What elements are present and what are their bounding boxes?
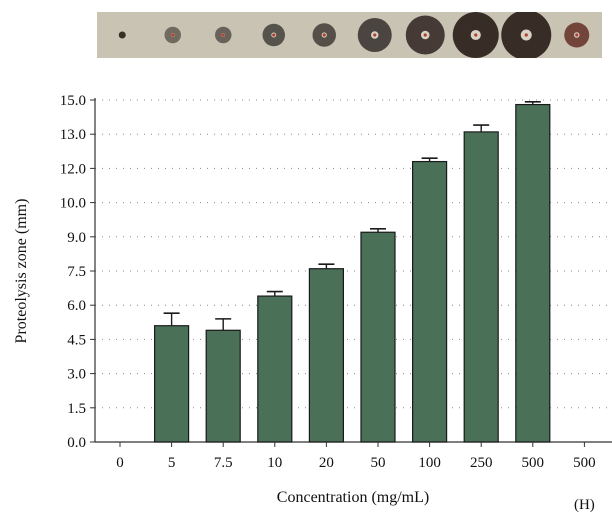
bar <box>154 325 190 443</box>
proteolysis-spot <box>312 23 336 47</box>
x-axis-title: Concentration (mg/mL) <box>277 489 429 506</box>
bar <box>257 295 293 443</box>
y-tick-label: 3.0 <box>67 367 86 383</box>
y-tick-label: 1.5 <box>67 401 86 417</box>
y-tick-label: 13.0 <box>60 127 86 143</box>
bar <box>463 131 499 443</box>
bar <box>205 329 241 443</box>
proteolysis-spot <box>452 12 499 58</box>
y-tick-label: 10.0 <box>60 196 86 212</box>
proteolysis-spot <box>405 15 445 55</box>
proteolysis-spot <box>501 12 552 58</box>
y-tick-label: 4.5 <box>67 332 86 348</box>
bar <box>412 160 448 443</box>
x-tick-label: 500 <box>522 455 545 471</box>
x-tick-label: 50 <box>371 455 386 471</box>
proteolysis-spot <box>357 18 392 52</box>
y-tick-label: 0.0 <box>67 435 86 451</box>
proteolysis-spot <box>564 22 590 48</box>
x-tick-label: 100 <box>418 455 441 471</box>
x-tick-label: 20 <box>319 455 334 471</box>
x-tick-label: 7.5 <box>214 455 233 471</box>
x-tick-label: 0 <box>116 455 124 471</box>
bar <box>308 268 344 443</box>
y-tick-label: 12.0 <box>60 161 86 177</box>
x-tick-label: 5 <box>168 455 176 471</box>
x-tick-label: 500 <box>573 455 596 471</box>
y-tick-label: 15.0 <box>60 93 86 109</box>
proteolysis-photo-strip <box>97 12 602 58</box>
y-tick-label: 6.0 <box>67 298 86 314</box>
category-footnote: (H) <box>574 497 595 512</box>
y-tick-label: 7.5 <box>67 264 86 280</box>
y-axis-title: Proteolysis zone (mm) <box>13 199 30 344</box>
bar <box>360 231 396 443</box>
proteolysis-spot <box>262 23 285 47</box>
bar <box>515 103 551 443</box>
x-tick-label: 250 <box>470 455 493 471</box>
proteolysis-spot <box>215 26 232 44</box>
proteolysis-spot <box>164 26 181 44</box>
x-tick-label: 10 <box>267 455 282 471</box>
y-tick-label: 9.0 <box>67 230 86 246</box>
proteolysis-spot <box>118 31 126 39</box>
